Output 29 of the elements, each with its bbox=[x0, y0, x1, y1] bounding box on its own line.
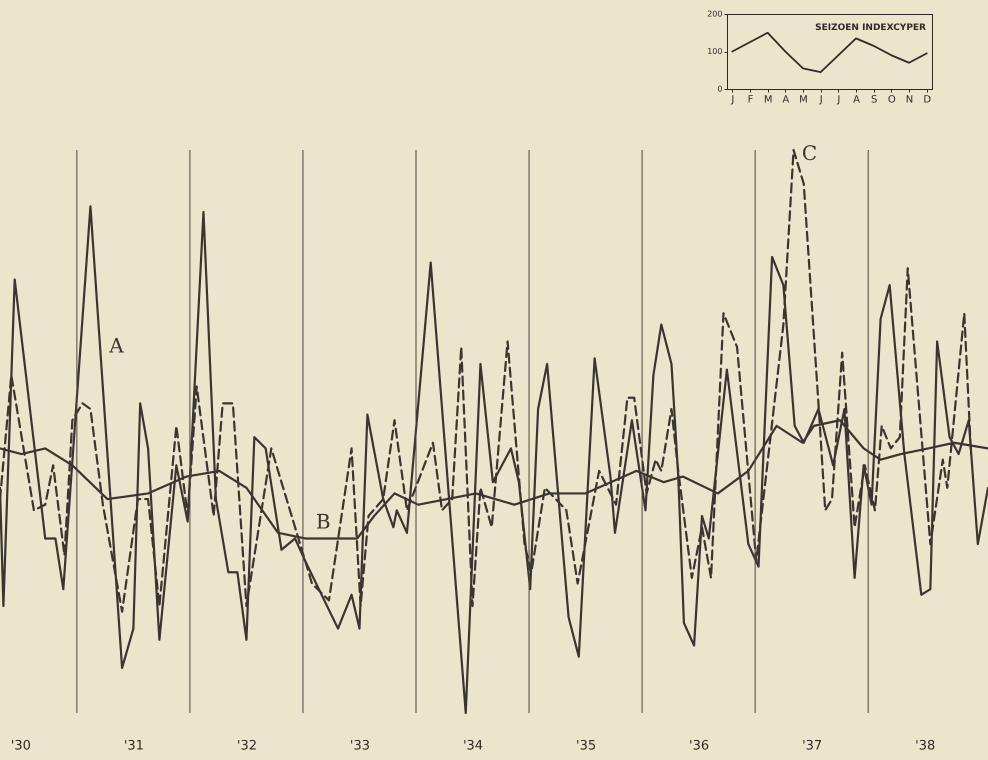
x-tick-label: '32 bbox=[236, 738, 257, 754]
x-tick-label: '36 bbox=[689, 738, 710, 754]
x-tick-label: '30 bbox=[10, 738, 31, 754]
x-tick-label: A bbox=[782, 94, 790, 106]
x-tick-label: '31 bbox=[124, 738, 144, 754]
x-tick-label: '35 bbox=[576, 738, 596, 754]
x-tick-label: '34 bbox=[462, 738, 484, 754]
x-tick-label: J bbox=[836, 94, 840, 106]
x-tick-label: D bbox=[923, 94, 932, 106]
y-tick-label: 0 bbox=[717, 84, 722, 94]
series-label: B bbox=[316, 509, 331, 534]
y-tick-label: 200 bbox=[707, 10, 722, 18]
x-tick-label: N bbox=[906, 94, 914, 106]
x-tick-label: O bbox=[888, 94, 896, 106]
x-tick-label: '38 bbox=[915, 738, 936, 754]
x-tick-label: S bbox=[871, 94, 878, 106]
x-tick-label: J bbox=[818, 94, 823, 106]
x-tick-label: '37 bbox=[802, 738, 822, 754]
x-tick-label: F bbox=[748, 94, 754, 106]
x-tick-label: J bbox=[730, 94, 734, 106]
text: SEIZOEN INDEXCYPER bbox=[815, 23, 926, 33]
series-label: C bbox=[802, 141, 818, 165]
series-label: A bbox=[108, 333, 124, 358]
line-series bbox=[731, 32, 928, 74]
y-tick-label: 100 bbox=[707, 47, 722, 56]
x-tick-label: M bbox=[799, 94, 808, 106]
x-tick-label: A bbox=[853, 94, 860, 106]
x-tick-label: '33 bbox=[350, 738, 370, 754]
x-tick-label: M bbox=[764, 94, 772, 106]
